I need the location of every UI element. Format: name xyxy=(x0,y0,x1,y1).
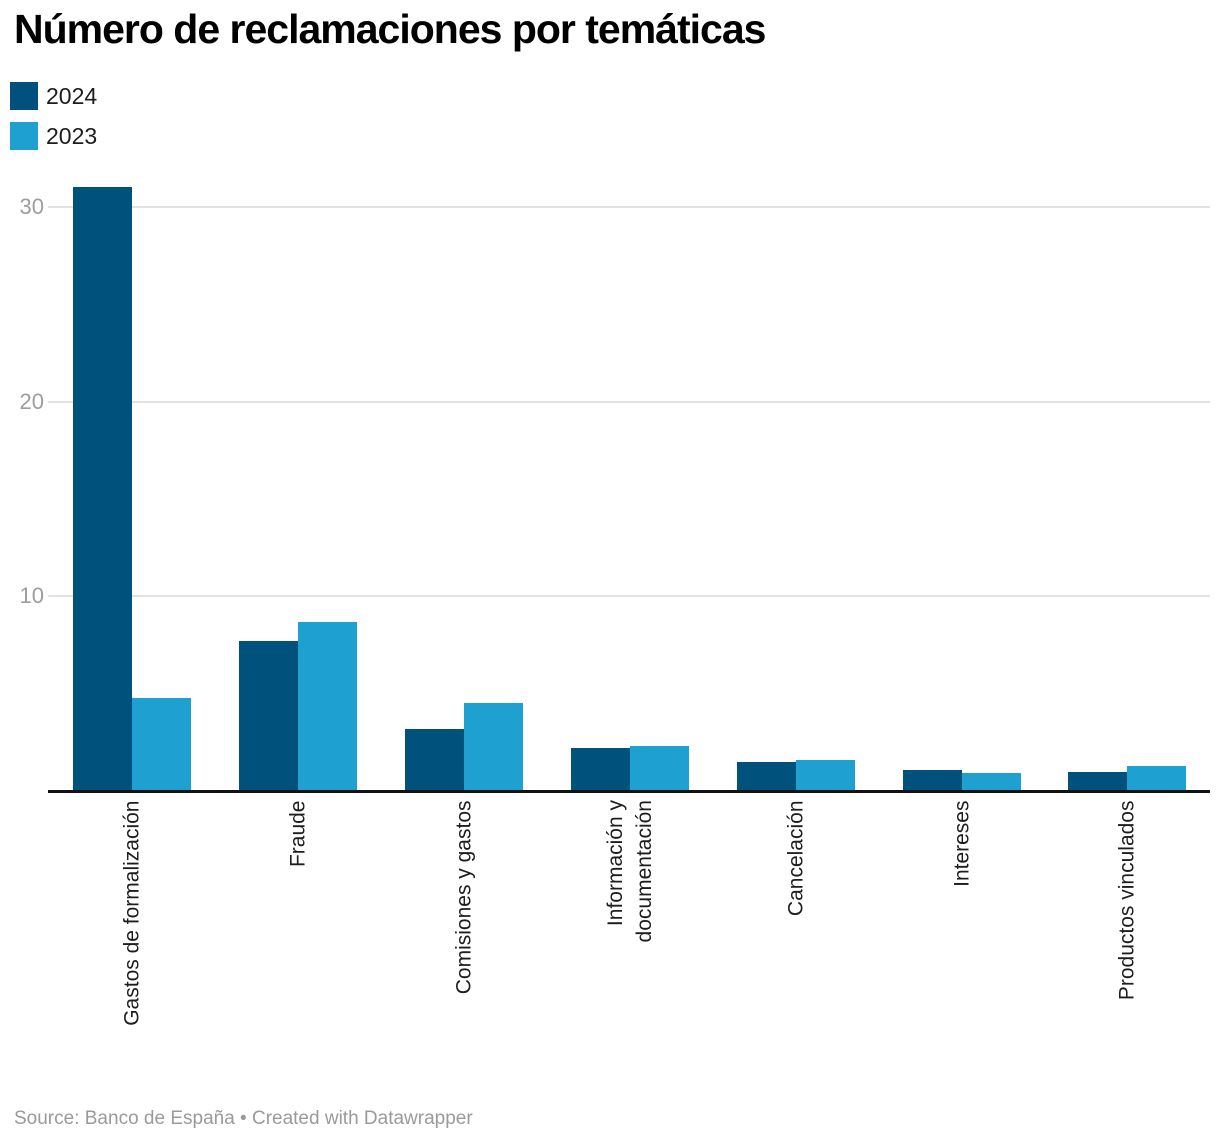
legend-label-2023: 2023 xyxy=(46,123,98,149)
legend-swatch-2023 xyxy=(10,122,38,150)
x-category-label-gastos-de-formalizacion: Gastos de formalización xyxy=(120,800,144,1026)
x-category-label-cancelacion: Cancelación xyxy=(784,800,808,916)
gridline-20 xyxy=(48,400,1210,403)
y-tick-label-30: 30 xyxy=(19,193,44,219)
bar-2024-cancelacion[interactable] xyxy=(736,761,796,791)
legend-label-2024: 2024 xyxy=(46,83,98,109)
bar-2024-productos-vinculados[interactable] xyxy=(1068,771,1128,791)
bar-2023-fraude[interactable] xyxy=(297,621,357,791)
source-attribution: Source: Banco de España • Created with D… xyxy=(14,1108,473,1129)
bar-2023-comisiones-y-gastos[interactable] xyxy=(463,703,523,791)
chart-title: Número de reclamaciones por temáticas xyxy=(14,6,766,52)
y-tick-label-10: 10 xyxy=(19,583,44,609)
legend: 2024 2023 xyxy=(10,82,97,162)
x-axis-line xyxy=(48,790,1210,793)
x-category-label-productos-vinculados: Productos vinculados xyxy=(1115,800,1139,1000)
legend-item-2023: 2023 xyxy=(10,122,97,150)
bar-2023-informacion-y-documentacion[interactable] xyxy=(629,746,689,791)
bar-2024-fraude[interactable] xyxy=(238,641,298,791)
bar-2024-comisiones-y-gastos[interactable] xyxy=(404,728,464,791)
bar-2023-productos-vinculados[interactable] xyxy=(1127,765,1187,791)
bar-2023-intereses[interactable] xyxy=(961,773,1021,791)
bar-2023-gastos-de-formalizacion[interactable] xyxy=(132,697,191,791)
gridline-30 xyxy=(48,205,1210,208)
legend-swatch-2024 xyxy=(10,82,38,110)
x-category-label-comisiones-y-gastos: Comisiones y gastos xyxy=(452,800,476,994)
y-tick-label-20: 20 xyxy=(19,388,44,414)
gridline-10 xyxy=(48,595,1210,598)
bar-2024-informacion-y-documentacion[interactable] xyxy=(570,748,630,791)
bar-2024-intereses[interactable] xyxy=(902,769,962,791)
x-category-label-fraude: Fraude xyxy=(286,800,310,867)
x-category-label-intereses: Intereses xyxy=(950,800,973,887)
x-category-label-informacion-y-documentacion: Información y documentación xyxy=(603,800,656,943)
bar-2024-gastos-de-formalizacion[interactable] xyxy=(73,187,132,791)
bar-2023-cancelacion[interactable] xyxy=(795,759,855,791)
legend-item-2024: 2024 xyxy=(10,82,97,110)
